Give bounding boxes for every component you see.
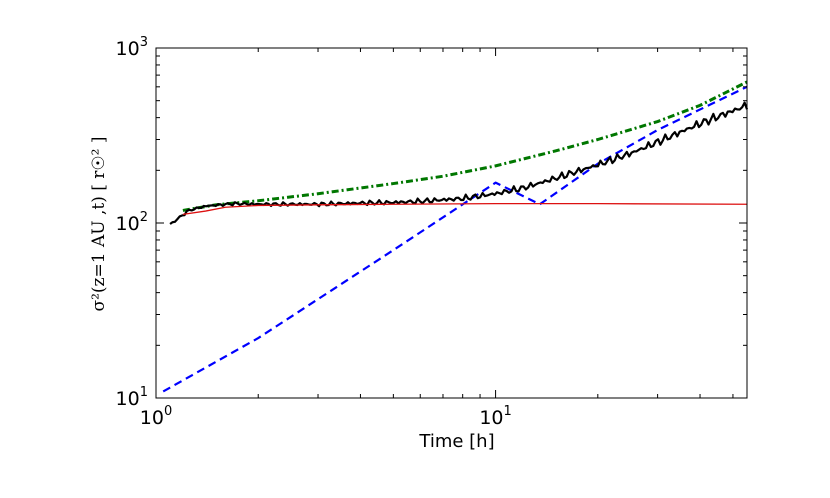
plot-frame (155, 47, 748, 399)
x-tick-label: 100 (140, 404, 172, 429)
y-tick-label: 103 (116, 35, 148, 60)
series-layer (162, 80, 749, 393)
series-line-1 (162, 85, 748, 393)
series-line-3 (169, 101, 749, 225)
series-line-4 (182, 203, 748, 216)
y-tick-label: 101 (116, 385, 148, 410)
series-line-2 (182, 80, 748, 212)
x-axis-label: Time [h] (418, 431, 494, 452)
y-axis-label: σ²(z=1 AU ,t) [ r☉² ] (89, 136, 109, 311)
x-tick-label: 101 (479, 404, 511, 429)
y-tick-label: 102 (116, 210, 148, 235)
